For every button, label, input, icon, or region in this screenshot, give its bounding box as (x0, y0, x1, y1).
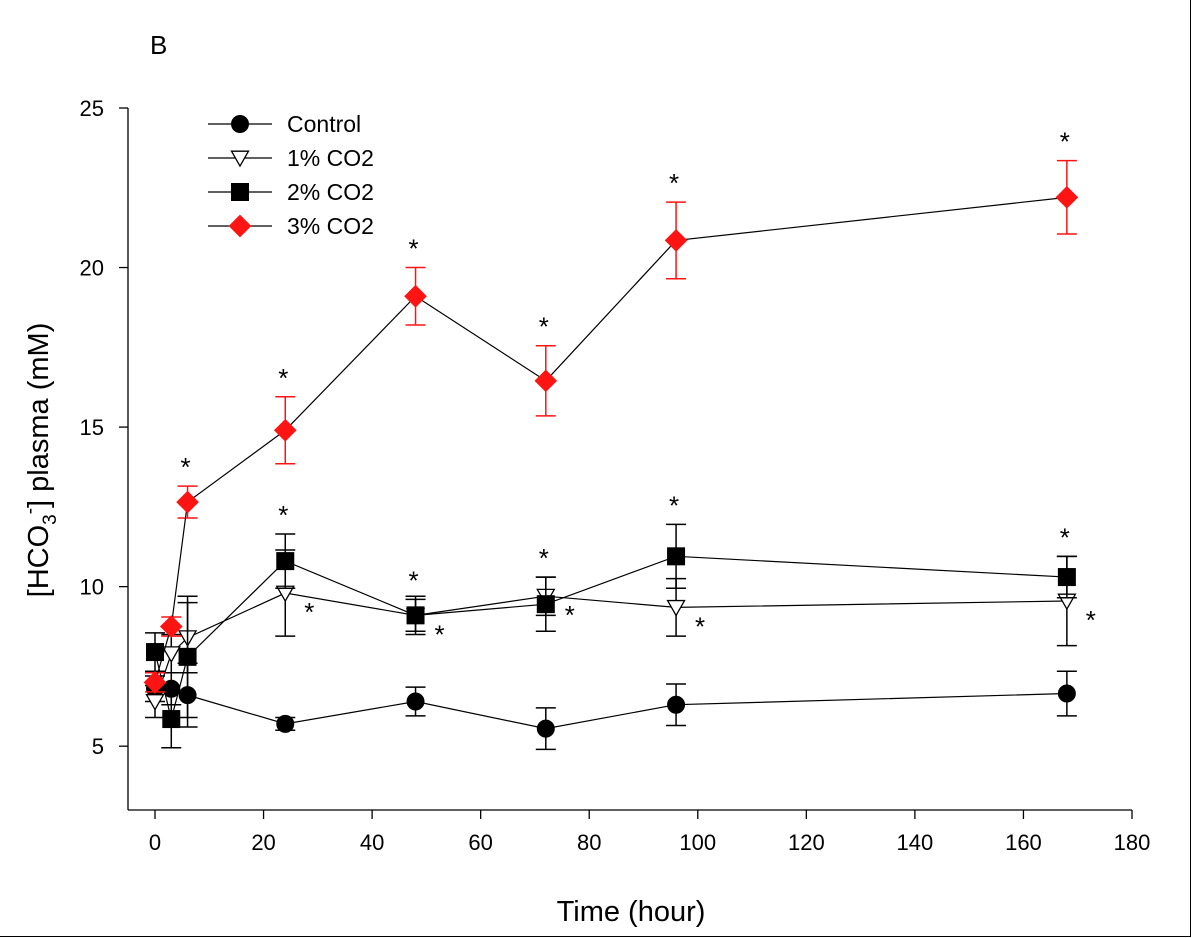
data-point (161, 646, 181, 664)
legend-item: 3% CO2 (208, 213, 374, 239)
legend-label: 2% CO2 (287, 179, 374, 205)
significance-star: * (408, 565, 418, 595)
significance-star: * (278, 500, 288, 530)
data-point (276, 552, 295, 571)
x-tick-label: 180 (1114, 830, 1151, 855)
data-point (404, 284, 427, 308)
legend-marker (231, 183, 249, 201)
x-tick-label: 20 (251, 830, 275, 855)
x-tick-label: 100 (679, 830, 716, 855)
significance-star: * (539, 543, 549, 573)
axes (127, 108, 1132, 811)
legend-item: Control (208, 111, 361, 137)
data-point (406, 692, 425, 711)
significance-star: * (304, 597, 314, 627)
data-point (536, 719, 555, 738)
legend-item: 2% CO2 (208, 179, 374, 205)
legend-label: 1% CO2 (287, 145, 374, 171)
data-point (1057, 684, 1076, 703)
data-point (176, 490, 199, 514)
significance-star: * (565, 600, 575, 630)
data-point (145, 694, 165, 711)
data-point (536, 595, 555, 614)
significance-star: * (181, 452, 191, 482)
data-point (1055, 186, 1079, 209)
series-line (154, 555, 1067, 720)
legend-label: 3% CO2 (287, 213, 374, 239)
x-axis-label: Time (hour) (557, 896, 706, 928)
data-point (534, 369, 558, 393)
series-3-co2: * * * * * * (143, 127, 1079, 694)
series-line (154, 592, 1067, 702)
x-tick-label: 80 (577, 830, 601, 855)
significance-star: * (539, 312, 549, 342)
significance-star: * (434, 619, 444, 649)
significance-star: * (695, 611, 705, 641)
x-tick-label: 0 (149, 830, 161, 855)
x-tick-label: 140 (897, 830, 934, 855)
x-tick-label: 120 (788, 830, 825, 855)
series-layer: * * * * * * * * * * * * * * * * (143, 127, 1096, 751)
data-point (159, 615, 183, 638)
data-point (273, 418, 297, 442)
legend-marker (231, 115, 249, 133)
data-point (146, 643, 164, 662)
y-tick-label: 20 (80, 256, 104, 281)
y-tick-label: 25 (80, 96, 104, 121)
data-point (406, 606, 425, 625)
data-point (143, 671, 167, 694)
data-point (162, 710, 181, 729)
significance-star: * (669, 168, 679, 198)
data-point (664, 229, 688, 252)
significance-star: * (1086, 605, 1096, 635)
significance-star: * (278, 363, 288, 393)
data-point (178, 647, 197, 666)
legend-marker (228, 214, 252, 238)
legend-item: 1% CO2 (208, 145, 374, 171)
series-line (154, 196, 1067, 683)
data-point (666, 599, 686, 617)
data-point (667, 547, 686, 566)
legend-marker (230, 150, 250, 168)
data-point (667, 695, 686, 714)
legend: Control 1% CO2 2% CO2 3% CO2 (208, 111, 374, 239)
y-tick-label: 10 (80, 575, 104, 600)
y-axis-ticks: 5 10 15 20 25 (80, 96, 128, 759)
y-tick-label: 15 (80, 415, 104, 440)
significance-star: * (1060, 522, 1070, 552)
y-axis-label: [HCO3-] plasma (mM) (20, 323, 61, 598)
legend-label: Control (287, 111, 361, 137)
x-tick-label: 160 (1005, 830, 1042, 855)
series-1-co2: * * * * * (145, 549, 1096, 719)
series-control (145, 662, 1077, 751)
significance-star: * (1060, 127, 1070, 157)
series-2-co2: * * * * * (145, 490, 1077, 749)
significance-star: * (408, 234, 418, 264)
x-axis-ticks: 0 20 40 60 80 100 120 140 160 180 (149, 810, 1150, 855)
data-point (1057, 568, 1076, 587)
significance-star: * (669, 490, 679, 520)
y-tick-label: 5 (92, 734, 104, 759)
x-tick-label: 60 (468, 830, 492, 855)
data-point (276, 714, 295, 733)
x-tick-label: 40 (360, 830, 384, 855)
panel-label: B (150, 30, 167, 60)
